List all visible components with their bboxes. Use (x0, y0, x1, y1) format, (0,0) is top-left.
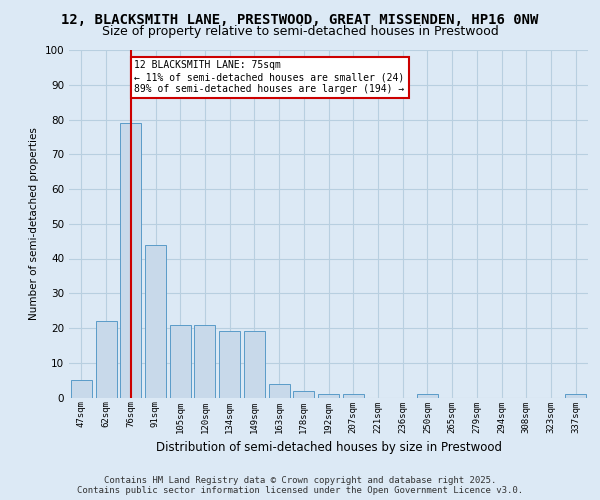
Text: 12 BLACKSMITH LANE: 75sqm
← 11% of semi-detached houses are smaller (24)
89% of : 12 BLACKSMITH LANE: 75sqm ← 11% of semi-… (134, 60, 405, 94)
Text: 12, BLACKSMITH LANE, PRESTWOOD, GREAT MISSENDEN, HP16 0NW: 12, BLACKSMITH LANE, PRESTWOOD, GREAT MI… (61, 12, 539, 26)
Bar (71, 380, 92, 398)
Bar (318, 394, 339, 398)
Bar (293, 390, 314, 398)
Y-axis label: Number of semi-detached properties: Number of semi-detached properties (29, 128, 39, 320)
Bar (145, 244, 166, 398)
Bar (244, 332, 265, 398)
Bar (269, 384, 290, 398)
X-axis label: Distribution of semi-detached houses by size in Prestwood: Distribution of semi-detached houses by … (155, 441, 502, 454)
Text: Size of property relative to semi-detached houses in Prestwood: Size of property relative to semi-detach… (101, 25, 499, 38)
Bar (120, 123, 141, 398)
Bar (95, 321, 116, 398)
Bar (343, 394, 364, 398)
Bar (417, 394, 438, 398)
Bar (170, 324, 191, 398)
Bar (565, 394, 586, 398)
Bar (194, 324, 215, 398)
Bar (219, 332, 240, 398)
Text: Contains HM Land Registry data © Crown copyright and database right 2025.
Contai: Contains HM Land Registry data © Crown c… (77, 476, 523, 495)
